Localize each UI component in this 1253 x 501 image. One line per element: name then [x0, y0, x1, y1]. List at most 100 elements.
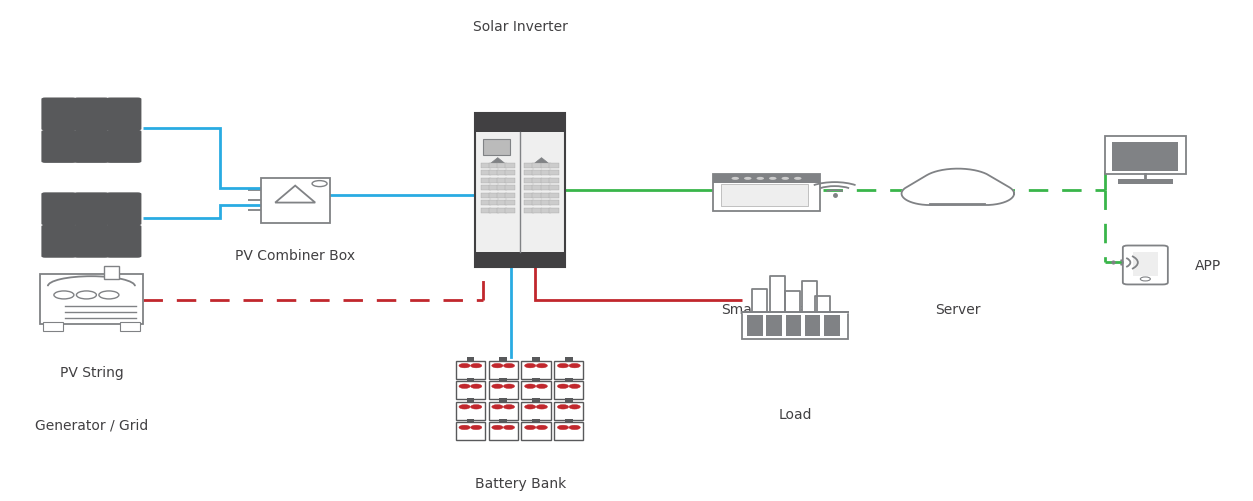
- Circle shape: [459, 405, 470, 409]
- Circle shape: [504, 364, 515, 368]
- FancyBboxPatch shape: [104, 267, 119, 279]
- Circle shape: [1140, 278, 1150, 282]
- FancyBboxPatch shape: [481, 201, 490, 205]
- FancyBboxPatch shape: [540, 171, 550, 176]
- FancyBboxPatch shape: [713, 174, 819, 183]
- FancyBboxPatch shape: [713, 174, 819, 212]
- FancyBboxPatch shape: [549, 193, 559, 198]
- Circle shape: [947, 180, 997, 200]
- FancyBboxPatch shape: [489, 361, 517, 379]
- Polygon shape: [742, 277, 848, 313]
- FancyBboxPatch shape: [521, 422, 550, 440]
- FancyBboxPatch shape: [482, 140, 510, 156]
- FancyBboxPatch shape: [261, 178, 330, 223]
- FancyBboxPatch shape: [521, 361, 550, 379]
- FancyBboxPatch shape: [481, 208, 490, 213]
- FancyBboxPatch shape: [496, 193, 506, 198]
- Text: SmartLogger: SmartLogger: [722, 303, 812, 317]
- Text: PV String: PV String: [60, 365, 123, 379]
- Circle shape: [732, 177, 739, 180]
- FancyBboxPatch shape: [533, 419, 540, 423]
- Circle shape: [536, 425, 548, 430]
- FancyBboxPatch shape: [74, 98, 109, 131]
- FancyBboxPatch shape: [74, 131, 109, 163]
- FancyBboxPatch shape: [43, 323, 63, 332]
- FancyBboxPatch shape: [456, 381, 485, 399]
- FancyBboxPatch shape: [533, 163, 543, 168]
- Circle shape: [794, 177, 802, 180]
- Circle shape: [471, 384, 482, 389]
- FancyBboxPatch shape: [475, 114, 565, 268]
- Text: APP: APP: [1195, 259, 1222, 273]
- Circle shape: [569, 384, 580, 389]
- FancyBboxPatch shape: [533, 378, 540, 382]
- Circle shape: [312, 181, 327, 187]
- FancyBboxPatch shape: [554, 361, 584, 379]
- FancyBboxPatch shape: [481, 193, 490, 198]
- Circle shape: [744, 177, 752, 180]
- FancyBboxPatch shape: [505, 193, 515, 198]
- FancyBboxPatch shape: [40, 274, 143, 324]
- FancyBboxPatch shape: [496, 163, 506, 168]
- FancyBboxPatch shape: [1118, 179, 1173, 184]
- FancyBboxPatch shape: [489, 422, 517, 440]
- FancyBboxPatch shape: [1105, 137, 1187, 174]
- FancyBboxPatch shape: [489, 201, 499, 205]
- FancyBboxPatch shape: [505, 171, 515, 176]
- Circle shape: [569, 405, 580, 409]
- FancyBboxPatch shape: [475, 253, 565, 268]
- FancyBboxPatch shape: [565, 378, 573, 382]
- FancyBboxPatch shape: [549, 208, 559, 213]
- FancyBboxPatch shape: [540, 208, 550, 213]
- FancyBboxPatch shape: [549, 171, 559, 176]
- FancyBboxPatch shape: [107, 225, 142, 258]
- Text: PV Combiner Box: PV Combiner Box: [236, 248, 356, 262]
- FancyBboxPatch shape: [720, 184, 808, 207]
- FancyBboxPatch shape: [524, 186, 534, 191]
- FancyBboxPatch shape: [533, 193, 543, 198]
- Text: Generator / Grid: Generator / Grid: [35, 417, 148, 431]
- FancyBboxPatch shape: [540, 163, 550, 168]
- FancyBboxPatch shape: [41, 193, 76, 226]
- FancyBboxPatch shape: [540, 186, 550, 191]
- FancyBboxPatch shape: [500, 378, 507, 382]
- FancyBboxPatch shape: [533, 186, 543, 191]
- FancyBboxPatch shape: [489, 163, 499, 168]
- Polygon shape: [529, 158, 554, 168]
- FancyBboxPatch shape: [489, 186, 499, 191]
- FancyBboxPatch shape: [524, 171, 534, 176]
- FancyBboxPatch shape: [533, 357, 540, 361]
- FancyBboxPatch shape: [565, 398, 573, 402]
- Circle shape: [459, 425, 470, 430]
- FancyBboxPatch shape: [524, 193, 534, 198]
- Circle shape: [782, 177, 789, 180]
- FancyBboxPatch shape: [524, 201, 534, 205]
- Circle shape: [525, 364, 536, 368]
- Circle shape: [536, 384, 548, 389]
- Circle shape: [525, 384, 536, 389]
- Polygon shape: [485, 158, 510, 168]
- FancyBboxPatch shape: [107, 193, 142, 226]
- FancyBboxPatch shape: [456, 422, 485, 440]
- FancyBboxPatch shape: [747, 316, 763, 336]
- Circle shape: [525, 405, 536, 409]
- FancyBboxPatch shape: [524, 178, 534, 183]
- Polygon shape: [902, 169, 1014, 205]
- Circle shape: [558, 384, 569, 389]
- FancyBboxPatch shape: [505, 201, 515, 205]
- FancyBboxPatch shape: [475, 114, 565, 132]
- FancyBboxPatch shape: [489, 171, 499, 176]
- FancyBboxPatch shape: [1133, 253, 1158, 277]
- FancyBboxPatch shape: [500, 419, 507, 423]
- FancyBboxPatch shape: [549, 201, 559, 205]
- FancyBboxPatch shape: [1123, 246, 1168, 285]
- FancyBboxPatch shape: [500, 357, 507, 361]
- Circle shape: [558, 425, 569, 430]
- FancyBboxPatch shape: [466, 419, 474, 423]
- FancyBboxPatch shape: [540, 193, 550, 198]
- Circle shape: [471, 425, 482, 430]
- FancyBboxPatch shape: [549, 163, 559, 168]
- FancyBboxPatch shape: [533, 201, 543, 205]
- FancyBboxPatch shape: [496, 171, 506, 176]
- Circle shape: [536, 405, 548, 409]
